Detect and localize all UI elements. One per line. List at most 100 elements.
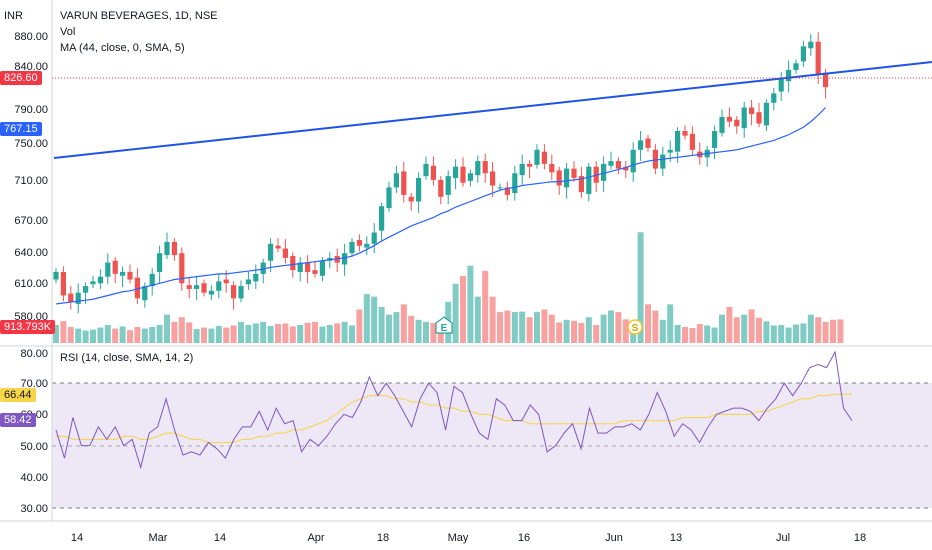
volume-bar (563, 319, 570, 343)
price-tick: 750.00 (14, 138, 48, 150)
symbol-title[interactable]: VARUN BEVERAGES, 1D, NSE (60, 10, 218, 22)
dividend-marker-label: S (632, 323, 639, 334)
volume-bar (815, 317, 822, 343)
volume-bar (637, 232, 644, 343)
candle (623, 161, 629, 178)
volume-bar (215, 326, 222, 343)
rsi-ma-value-badge: 58.42 (0, 413, 36, 427)
volume-bar (837, 319, 844, 343)
candle (186, 277, 192, 299)
volume-bar (97, 327, 104, 343)
volume-bar (770, 325, 777, 343)
volume-bar (430, 322, 437, 343)
volume-legend[interactable]: Vol (60, 26, 76, 38)
time-tick: 13 (670, 532, 682, 544)
volume-bar (452, 283, 459, 343)
time-tick: 18 (854, 532, 866, 544)
volume-bar (238, 321, 244, 343)
trendline[interactable] (53, 61, 932, 159)
volume-bar (378, 306, 385, 343)
candle (342, 243, 348, 276)
earnings-marker[interactable]: E (435, 316, 453, 334)
time-tick: 16 (518, 532, 530, 544)
candle (682, 125, 688, 140)
volume-bar (733, 317, 740, 343)
volume-bar (526, 317, 533, 343)
candle (719, 109, 725, 137)
ma-legend[interactable]: MA (44, close, 0, SMA, 5) (60, 42, 185, 54)
volume-bar (482, 270, 489, 343)
volume-bar (164, 314, 170, 343)
volume-bar (763, 321, 770, 343)
volume-bar (652, 310, 659, 343)
candle (171, 238, 177, 261)
rsi-axis[interactable]: 80.00 70.00 60.00 50.00 40.00 30.00 (20, 348, 48, 515)
volume-bar (230, 325, 237, 343)
volume-bar (75, 328, 82, 343)
volume-bar (149, 327, 156, 343)
volume-bar (674, 324, 681, 343)
volume-bar (127, 330, 133, 343)
candle (460, 157, 466, 187)
ma-value-badge: 767.15 (0, 122, 42, 136)
candle (260, 258, 266, 284)
volume-bar (785, 327, 792, 343)
volume-bar (341, 321, 348, 343)
candle (467, 169, 473, 187)
candle (401, 162, 407, 203)
candle (741, 101, 747, 138)
volume-bar (497, 312, 503, 343)
volume-bar (156, 324, 163, 343)
volume-bar (682, 327, 688, 343)
volume-bar (393, 312, 400, 343)
volume-bar (186, 322, 193, 343)
candle (771, 87, 777, 111)
candle (519, 154, 525, 185)
volume-bar (822, 321, 829, 343)
price-tick: 640.00 (14, 247, 48, 259)
earnings-marker-label: E (441, 323, 448, 334)
volume-bar (541, 309, 548, 343)
volume-bar (193, 329, 200, 343)
volume-bar (696, 323, 703, 343)
volume-bar (349, 325, 355, 343)
volume-bar (756, 317, 762, 343)
candle (312, 260, 318, 278)
candle (615, 157, 621, 175)
candle (571, 161, 577, 182)
candle (231, 281, 237, 310)
candle (689, 126, 695, 156)
dividend-marker[interactable]: S (627, 319, 643, 335)
rsi-ma-line (56, 393, 852, 443)
volume-bar (208, 328, 215, 343)
candle (201, 279, 207, 297)
candle (630, 142, 636, 182)
candle (475, 155, 481, 183)
candle (349, 238, 355, 257)
volume-bar (304, 322, 311, 343)
volume-bar (201, 327, 207, 343)
volume-bar (534, 312, 540, 343)
volume-bar (704, 325, 711, 343)
candle (53, 268, 59, 284)
volume-bar (489, 296, 496, 343)
candle (763, 99, 769, 131)
candle (527, 160, 533, 178)
time-tick: 14 (71, 532, 83, 544)
candle (297, 256, 303, 282)
price-tick: 840.00 (14, 61, 48, 73)
volume-bar (119, 326, 126, 343)
rsi-legend[interactable]: RSI (14, close, SMA, 14, 2) (60, 352, 194, 364)
volume-bar (645, 304, 651, 343)
volume-bar (112, 328, 119, 343)
volume-bar (667, 304, 674, 343)
candle (238, 280, 244, 303)
time-tick: Jul (776, 532, 790, 544)
candle (60, 266, 66, 302)
ma-44-line (55, 107, 827, 305)
candle (638, 131, 644, 162)
time-axis[interactable]: 14 Mar 14 Apr 18 May 16 Jun 13 Jul 18 (71, 532, 866, 544)
volume-bar (504, 310, 511, 343)
rsi-tick: 70.00 (20, 378, 48, 390)
